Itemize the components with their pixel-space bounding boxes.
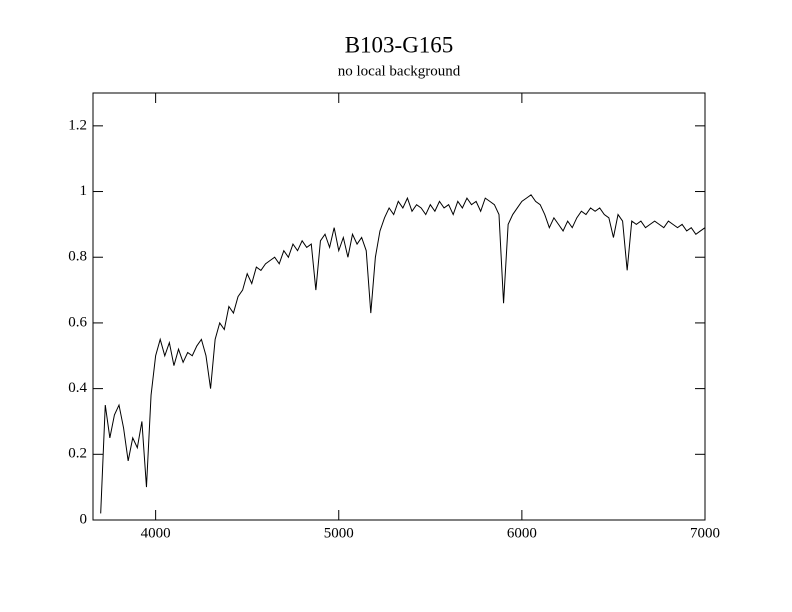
x-tick-label: 5000: [324, 525, 354, 541]
y-tick-label: 1: [80, 183, 88, 199]
y-tick-label: 0: [80, 511, 88, 527]
plot-frame: [92, 92, 706, 521]
y-tick-label: 0.6: [68, 314, 87, 330]
y-tick-label: 0.8: [68, 249, 87, 265]
x-tick-label: 4000: [141, 525, 171, 541]
y-tick-label: 0.2: [68, 446, 87, 462]
y-tick-label: 0.4: [68, 380, 87, 396]
x-tick-label: 6000: [507, 525, 537, 541]
chart-subtitle: no local background: [338, 63, 461, 79]
chart-title: B103-G165: [345, 32, 454, 57]
y-tick-label: 1.2: [68, 117, 87, 133]
spectrum-line: [100, 194, 706, 514]
x-tick-label: 7000: [690, 525, 720, 541]
